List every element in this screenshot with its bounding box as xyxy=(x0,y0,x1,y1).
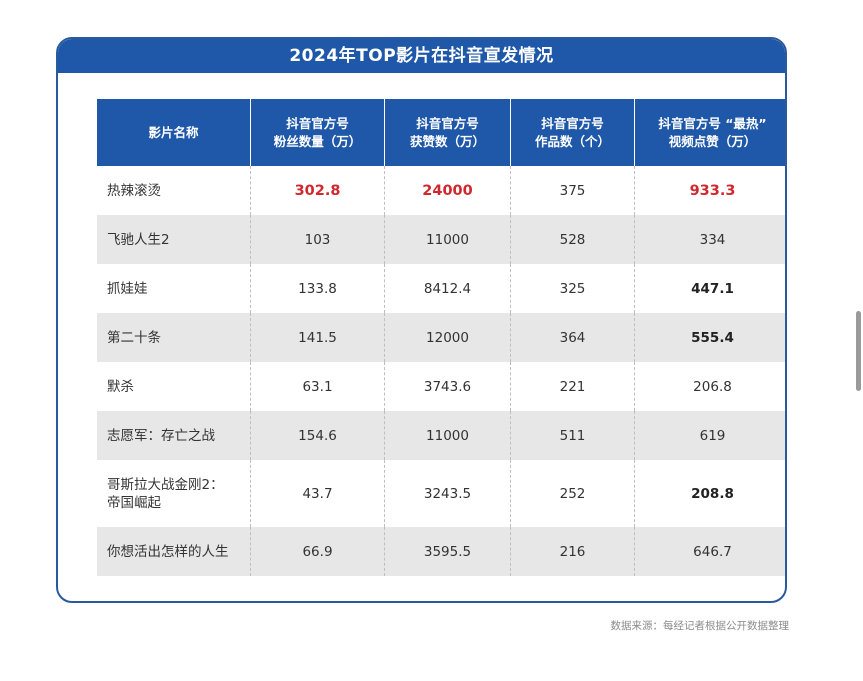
cell-likes: 3743.6 xyxy=(384,362,511,411)
cell-fans: 133.8 xyxy=(250,264,385,313)
cell-works: 528 xyxy=(510,215,635,264)
header-label-line1: 抖音官方号 xyxy=(541,115,604,131)
header-likes: 抖音官方号 获赞数（万） xyxy=(384,99,511,166)
table-row: 抓娃娃 133.8 8412.4 325 447.1 xyxy=(97,264,785,313)
cell-likes: 8412.4 xyxy=(384,264,511,313)
header-label-line1: 抖音官方号 xyxy=(286,115,349,131)
table-card: 2024年TOP影片在抖音宣发情况 影片名称 抖音官方号 粉丝数量（万） 抖音官… xyxy=(56,37,787,603)
cell-fans: 66.9 xyxy=(250,527,385,576)
cell-fans: 63.1 xyxy=(250,362,385,411)
cell-film-name: 飞驰人生2 xyxy=(97,215,251,264)
cell-works: 364 xyxy=(510,313,635,362)
header-label-line2: 获赞数（万） xyxy=(409,133,485,149)
cell-top-video: 334 xyxy=(634,215,785,264)
film-name-line2: 帝国崛起 xyxy=(107,494,161,511)
cell-likes: 3243.5 xyxy=(384,460,511,527)
cell-likes: 3595.5 xyxy=(384,527,511,576)
table-row: 哥斯拉大战金刚2： 帝国崛起 43.7 3243.5 252 208.8 xyxy=(97,460,785,527)
header-top-video: 抖音官方号 “最热” 视频点赞（万） xyxy=(634,99,785,166)
scrollbar-thumb[interactable] xyxy=(856,311,861,391)
table-row: 你想活出怎样的人生 66.9 3595.5 216 646.7 xyxy=(97,527,785,576)
header-fans: 抖音官方号 粉丝数量（万） xyxy=(250,99,385,166)
header-works: 抖音官方号 作品数（个） xyxy=(510,99,635,166)
cell-likes: 11000 xyxy=(384,215,511,264)
header-label-line2: 粉丝数量（万） xyxy=(273,133,362,149)
card-title: 2024年TOP影片在抖音宣发情况 xyxy=(58,39,785,73)
cell-top-video: 206.8 xyxy=(693,378,732,395)
cell-works: 511 xyxy=(510,411,635,460)
cell-top-video: 646.7 xyxy=(634,527,785,576)
cell-top-video: 933.3 xyxy=(689,182,736,199)
cell-film-name: 志愿军：存亡之战 xyxy=(97,411,251,460)
cell-film-name: 哥斯拉大战金刚2： 帝国崛起 xyxy=(97,460,251,527)
cell-fans: 103 xyxy=(250,215,385,264)
film-name-line1: 哥斯拉大战金刚2： xyxy=(107,476,224,493)
cell-film-name: 抓娃娃 xyxy=(97,264,251,313)
table-row: 第二十条 141.5 12000 364 555.4 xyxy=(97,313,785,362)
header-label: 影片名称 xyxy=(148,124,199,140)
cell-likes: 24000 xyxy=(384,166,511,215)
source-note: 数据来源：每经记者根据公开数据整理 xyxy=(610,620,790,632)
cell-top-video: 619 xyxy=(634,411,785,460)
table-header-row: 影片名称 抖音官方号 粉丝数量（万） 抖音官方号 获赞数（万） 抖音官方号 作品… xyxy=(97,99,785,166)
cell-film-name: 默杀 xyxy=(97,362,251,411)
cell-fans: 43.7 xyxy=(250,460,385,527)
cell-fans: 302.8 xyxy=(250,166,385,215)
cell-works: 375 xyxy=(510,166,635,215)
header-label-line1: 抖音官方号 xyxy=(416,115,479,131)
cell-fans: 141.5 xyxy=(250,313,385,362)
table-row: 热辣滚烫 302.8 24000 375 933.3 xyxy=(97,166,785,215)
cell-works: 221 xyxy=(510,362,635,411)
cell-works: 252 xyxy=(510,460,635,527)
table-row: 默杀 63.1 3743.6 221 206.8 xyxy=(97,362,785,411)
cell-film-name: 第二十条 xyxy=(97,313,251,362)
header-label-line1: 抖音官方号 “最热” xyxy=(658,115,767,131)
cell-film-name: 热辣滚烫 xyxy=(97,166,251,215)
cell-works: 325 xyxy=(510,264,635,313)
cell-film-name: 你想活出怎样的人生 xyxy=(97,527,251,576)
table-row: 志愿军：存亡之战 154.6 11000 511 619 xyxy=(97,411,785,460)
cell-top-video: 447.1 xyxy=(691,280,734,297)
cell-likes: 12000 xyxy=(384,313,511,362)
table-row: 飞驰人生2 103 11000 528 334 xyxy=(97,215,785,264)
cell-likes: 11000 xyxy=(384,411,511,460)
header-label-line2: 作品数（个） xyxy=(534,133,610,149)
cell-top-video: 555.4 xyxy=(634,313,785,362)
header-label-line2: 视频点赞（万） xyxy=(668,133,757,149)
data-table: 影片名称 抖音官方号 粉丝数量（万） 抖音官方号 获赞数（万） 抖音官方号 作品… xyxy=(97,99,785,576)
cell-top-video: 208.8 xyxy=(691,485,734,502)
header-film-name: 影片名称 xyxy=(97,99,251,166)
cell-works: 216 xyxy=(510,527,635,576)
cell-fans: 154.6 xyxy=(250,411,385,460)
